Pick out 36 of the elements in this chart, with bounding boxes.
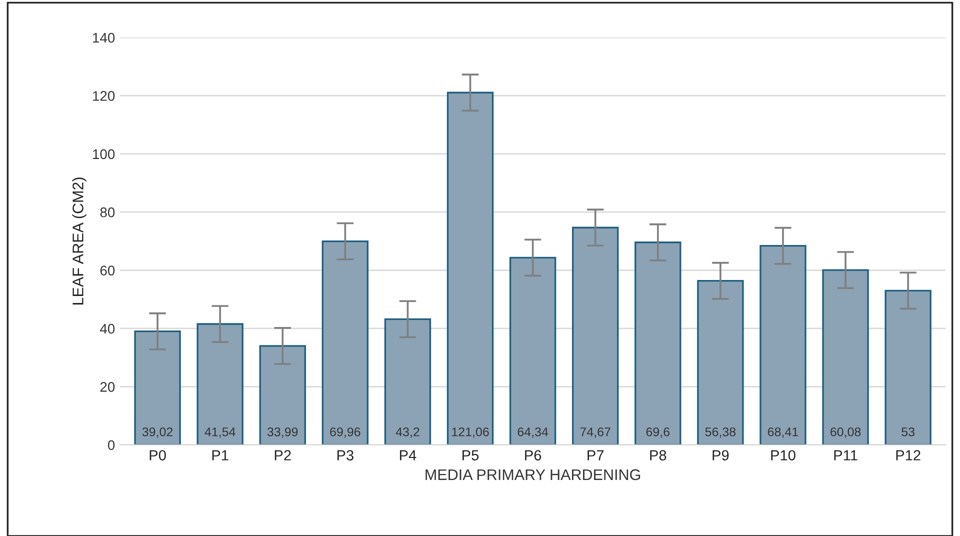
x-tick-label: P4 (400, 450, 416, 460)
y-tick-label: 40 (100, 324, 115, 334)
data-label: 43,2 (396, 427, 420, 438)
y-tick-label: 80 (100, 207, 115, 218)
data-label: 69,96 (330, 427, 360, 438)
data-label: 33,99 (267, 427, 298, 438)
x-tick-label: P10 (771, 450, 796, 460)
data-label: 41,54 (204, 428, 236, 438)
x-tick-label: P12 (896, 450, 920, 460)
y-tick-label: 140 (93, 32, 115, 43)
data-label: 56,38 (705, 427, 736, 438)
y-tick-label: 0 (108, 440, 115, 450)
data-label: 69,6 (646, 427, 670, 438)
data-label: 39,02 (142, 427, 173, 438)
data-label: 60,08 (830, 427, 861, 438)
y-tick-label: 60 (100, 266, 115, 276)
x-tick-label: P3 (337, 450, 354, 460)
y-tick-label: 100 (93, 149, 115, 160)
data-label: 74,67 (580, 427, 610, 438)
x-tick-label: P6 (525, 450, 542, 460)
data-label: 64,34 (518, 427, 548, 438)
x-tick-label: P11 (834, 450, 858, 460)
x-tick-label: P8 (650, 450, 666, 460)
y-tick-label: 120 (93, 91, 115, 101)
x-tick-label: P0 (150, 450, 166, 460)
data-label: 121,06 (452, 427, 489, 438)
x-tick-label: P2 (274, 450, 291, 460)
data-label: 68,41 (768, 427, 798, 438)
y-tick-label: 20 (100, 382, 115, 392)
x-tick-label: P9 (712, 450, 729, 460)
x-axis-title: MEDIA PRIMARY HARDENING (426, 469, 640, 480)
x-tick-label: P5 (462, 450, 479, 460)
x-tick-label: P7 (588, 450, 604, 460)
data-label: 53 (902, 427, 914, 436)
x-tick-label: P1 (212, 450, 228, 460)
y-axis-title: LEAF AREA (CM2) (72, 178, 86, 304)
